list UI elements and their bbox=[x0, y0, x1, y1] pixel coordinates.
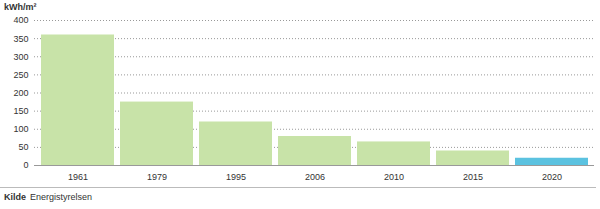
svg-text:400: 400 bbox=[13, 15, 28, 25]
html-text:Kilde: Kilde bbox=[4, 192, 26, 202]
svg-text:250: 250 bbox=[13, 70, 28, 80]
svg-text:1995: 1995 bbox=[226, 172, 246, 182]
html-text:kWh/m²: kWh/m² bbox=[4, 2, 37, 12]
svg-text:1961: 1961 bbox=[68, 172, 88, 182]
svg-text:2020: 2020 bbox=[542, 172, 562, 182]
svg-text:200: 200 bbox=[13, 88, 28, 98]
svg-text:350: 350 bbox=[13, 34, 28, 44]
svg-text:300: 300 bbox=[13, 52, 28, 62]
html-text:Energistyrelsen: Energistyrelsen bbox=[30, 192, 92, 202]
svg-text:150: 150 bbox=[13, 106, 28, 116]
svg-text:2015: 2015 bbox=[463, 172, 483, 182]
svg-text:2010: 2010 bbox=[384, 172, 404, 182]
svg-text:0: 0 bbox=[23, 160, 28, 170]
svg-text:2006: 2006 bbox=[305, 172, 325, 182]
svg-text:1979: 1979 bbox=[147, 172, 167, 182]
svg-text:100: 100 bbox=[13, 124, 28, 134]
svg-text:50: 50 bbox=[18, 142, 28, 152]
